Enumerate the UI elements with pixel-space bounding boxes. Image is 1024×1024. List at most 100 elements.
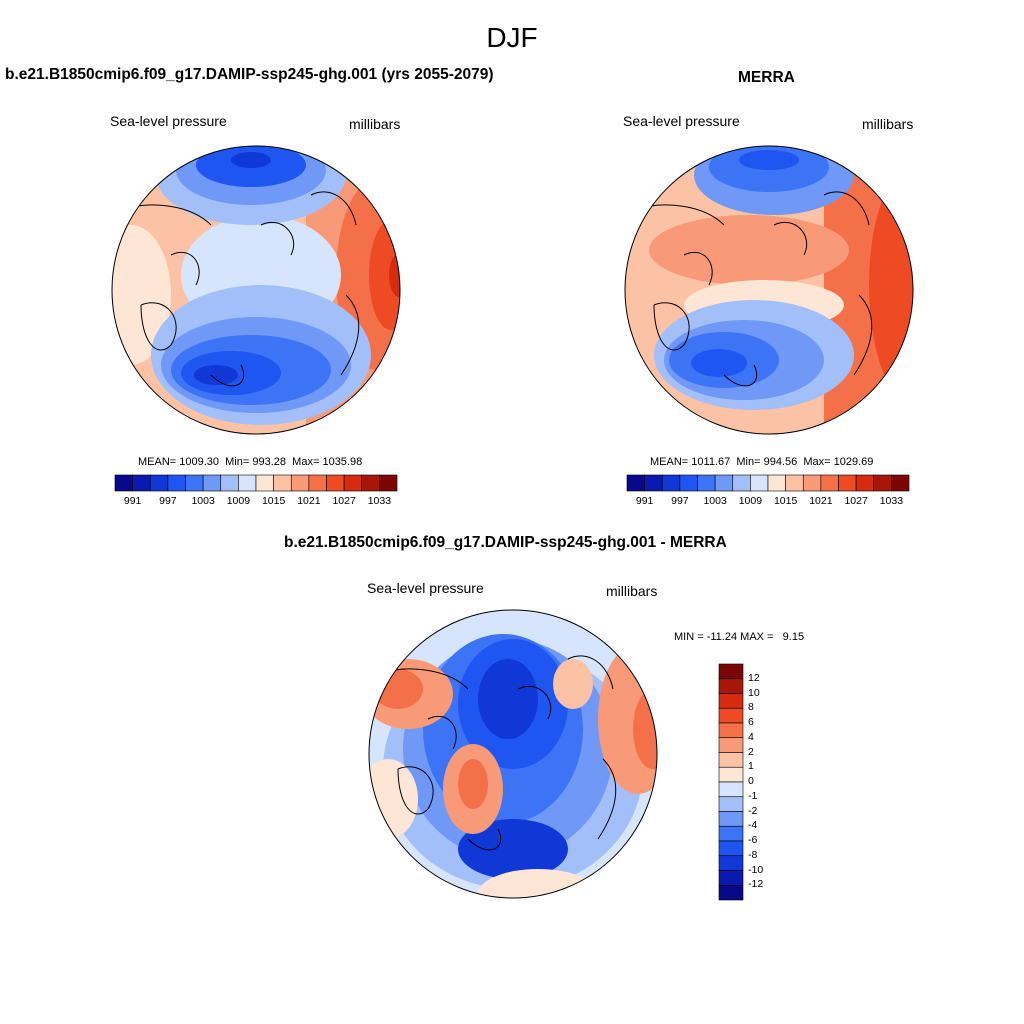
colorbar-swatch xyxy=(114,474,133,492)
colorbar-swatch xyxy=(132,474,151,492)
colorbar-tick-label: 1027 xyxy=(844,495,868,507)
colorbar-tick-label: 1033 xyxy=(367,495,392,507)
colorbar-swatch xyxy=(891,474,910,492)
colorbar-swatch xyxy=(718,884,744,901)
obs-stats: MEAN= 1011.67 Min= 994.56 Max= 1029.69 xyxy=(650,456,873,468)
colorbar-tick-label: 997 xyxy=(159,495,177,507)
colorbar-swatch xyxy=(379,474,398,492)
colorbar-swatch xyxy=(185,474,204,492)
colorbar-swatch xyxy=(732,474,751,492)
colorbar-tick-label: 1027 xyxy=(332,495,356,507)
colorbar-tick-label: -8 xyxy=(748,848,758,861)
colorbar-swatch xyxy=(718,752,744,768)
obs-max-label: Max= xyxy=(803,456,831,468)
colorbar-swatch xyxy=(149,474,169,492)
colorbar-tick-label: 1033 xyxy=(879,495,904,507)
colorbar-tick-label: -1 xyxy=(748,789,758,802)
colorbar-swatch xyxy=(785,474,804,492)
colorbar-swatch xyxy=(644,474,663,492)
model-max-label: Max= xyxy=(292,456,320,468)
colorbar-tick-label: 1009 xyxy=(738,495,763,507)
colorbar-tick-label: -12 xyxy=(748,878,764,891)
model-variable-label: Sea-level pressure xyxy=(110,113,227,129)
diff-stats: MIN = -11.24 MAX = 9.15 xyxy=(674,631,804,643)
colorbar-swatch xyxy=(718,693,744,709)
colorbar-swatch xyxy=(873,474,892,492)
colorbar-swatch xyxy=(718,796,744,812)
diff-min-value: -11.24 xyxy=(706,631,738,643)
colorbar-swatch xyxy=(718,855,744,871)
colorbar-swatch xyxy=(714,474,734,492)
colorbar-tick-label: 1021 xyxy=(297,495,321,507)
diff-colorbar xyxy=(718,663,744,901)
diff-max-label: MAX = xyxy=(740,631,774,643)
model-panel-title: b.e21.B1850cmip6.f09_g17.DAMIP-ssp245-gh… xyxy=(5,66,494,83)
colorbar-swatch xyxy=(820,474,839,492)
colorbar-swatch xyxy=(838,474,857,492)
model-colorbar xyxy=(114,474,398,492)
model-mean-value: 1009.30 xyxy=(179,456,220,468)
model-polar-map xyxy=(111,145,401,435)
diff-variable-label: Sea-level pressure xyxy=(367,580,484,596)
obs-polar-map xyxy=(624,145,914,435)
colorbar-tick-label: 991 xyxy=(123,495,142,507)
colorbar-swatch xyxy=(718,766,744,783)
colorbar-swatch xyxy=(679,474,698,492)
colorbar-tick-label: -6 xyxy=(748,834,758,846)
diff-panel-title: b.e21.B1850cmip6.f09_g17.DAMIP-ssp245-gh… xyxy=(284,534,727,551)
colorbar-tick-label: 0 xyxy=(748,775,754,787)
colorbar-swatch xyxy=(718,870,744,886)
colorbar-swatch xyxy=(718,722,744,739)
colorbar-tick-label: 997 xyxy=(671,495,689,507)
colorbar-tick-label: -10 xyxy=(748,863,764,876)
colorbar-swatch xyxy=(718,781,744,798)
colorbar-tick-label: 6 xyxy=(748,716,754,728)
colorbar-swatch xyxy=(202,474,222,492)
colorbar-swatch xyxy=(750,474,769,492)
diff-units-label: millibars xyxy=(606,583,658,599)
colorbar-tick-label: 1003 xyxy=(191,495,215,507)
colorbar-tick-label: 2 xyxy=(748,745,754,758)
colorbar-swatch xyxy=(343,474,363,492)
figure-title: DJF xyxy=(486,22,538,53)
obs-units-label: millibars xyxy=(862,116,914,132)
colorbar-swatch xyxy=(855,474,875,492)
obs-colorbar xyxy=(626,474,910,492)
model-mean-label: MEAN= xyxy=(138,456,177,468)
colorbar-swatch xyxy=(308,474,327,492)
colorbar-swatch xyxy=(238,474,257,492)
colorbar-swatch xyxy=(718,811,744,827)
colorbar-swatch xyxy=(255,474,274,492)
colorbar-swatch xyxy=(802,474,822,492)
obs-mean-label: MEAN= xyxy=(650,456,689,468)
colorbar-swatch xyxy=(718,678,744,694)
model-stats: MEAN= 1009.30 Min= 993.28 Max= 1035.98 xyxy=(138,456,362,468)
model-min-label: Min= xyxy=(225,456,250,468)
obs-min-label: Min= xyxy=(736,456,761,468)
colorbar-tick-label: -2 xyxy=(748,804,758,817)
obs-max-value: 1029.69 xyxy=(833,456,874,468)
colorbar-swatch xyxy=(326,474,345,492)
colorbar-tick-label: 1 xyxy=(748,760,754,773)
colorbar-swatch xyxy=(718,840,744,857)
diff-min-label: MIN = xyxy=(674,631,704,643)
obs-panel-title: MERRA xyxy=(738,69,795,86)
colorbar-swatch xyxy=(718,663,744,680)
colorbar-tick-label: 991 xyxy=(635,495,654,507)
colorbar-tick-label: 1003 xyxy=(703,495,727,507)
colorbar-tick-label: 10 xyxy=(748,686,760,699)
model-min-value: 993.28 xyxy=(252,456,287,468)
colorbar-swatch xyxy=(697,474,716,492)
colorbar-swatch xyxy=(290,474,310,492)
diff-max-value: 9.15 xyxy=(782,631,805,643)
colorbar-swatch xyxy=(718,707,744,724)
colorbar-swatch xyxy=(767,474,786,492)
colorbar-tick-label: 1015 xyxy=(773,495,798,507)
colorbar-tick-label: 8 xyxy=(748,701,754,714)
colorbar-swatch xyxy=(626,474,645,492)
colorbar-swatch xyxy=(361,474,380,492)
diff-polar-map xyxy=(368,609,658,899)
colorbar-tick-label: 4 xyxy=(748,730,754,743)
obs-mean-value: 1011.67 xyxy=(691,456,731,468)
colorbar-tick-label: 12 xyxy=(748,671,760,684)
